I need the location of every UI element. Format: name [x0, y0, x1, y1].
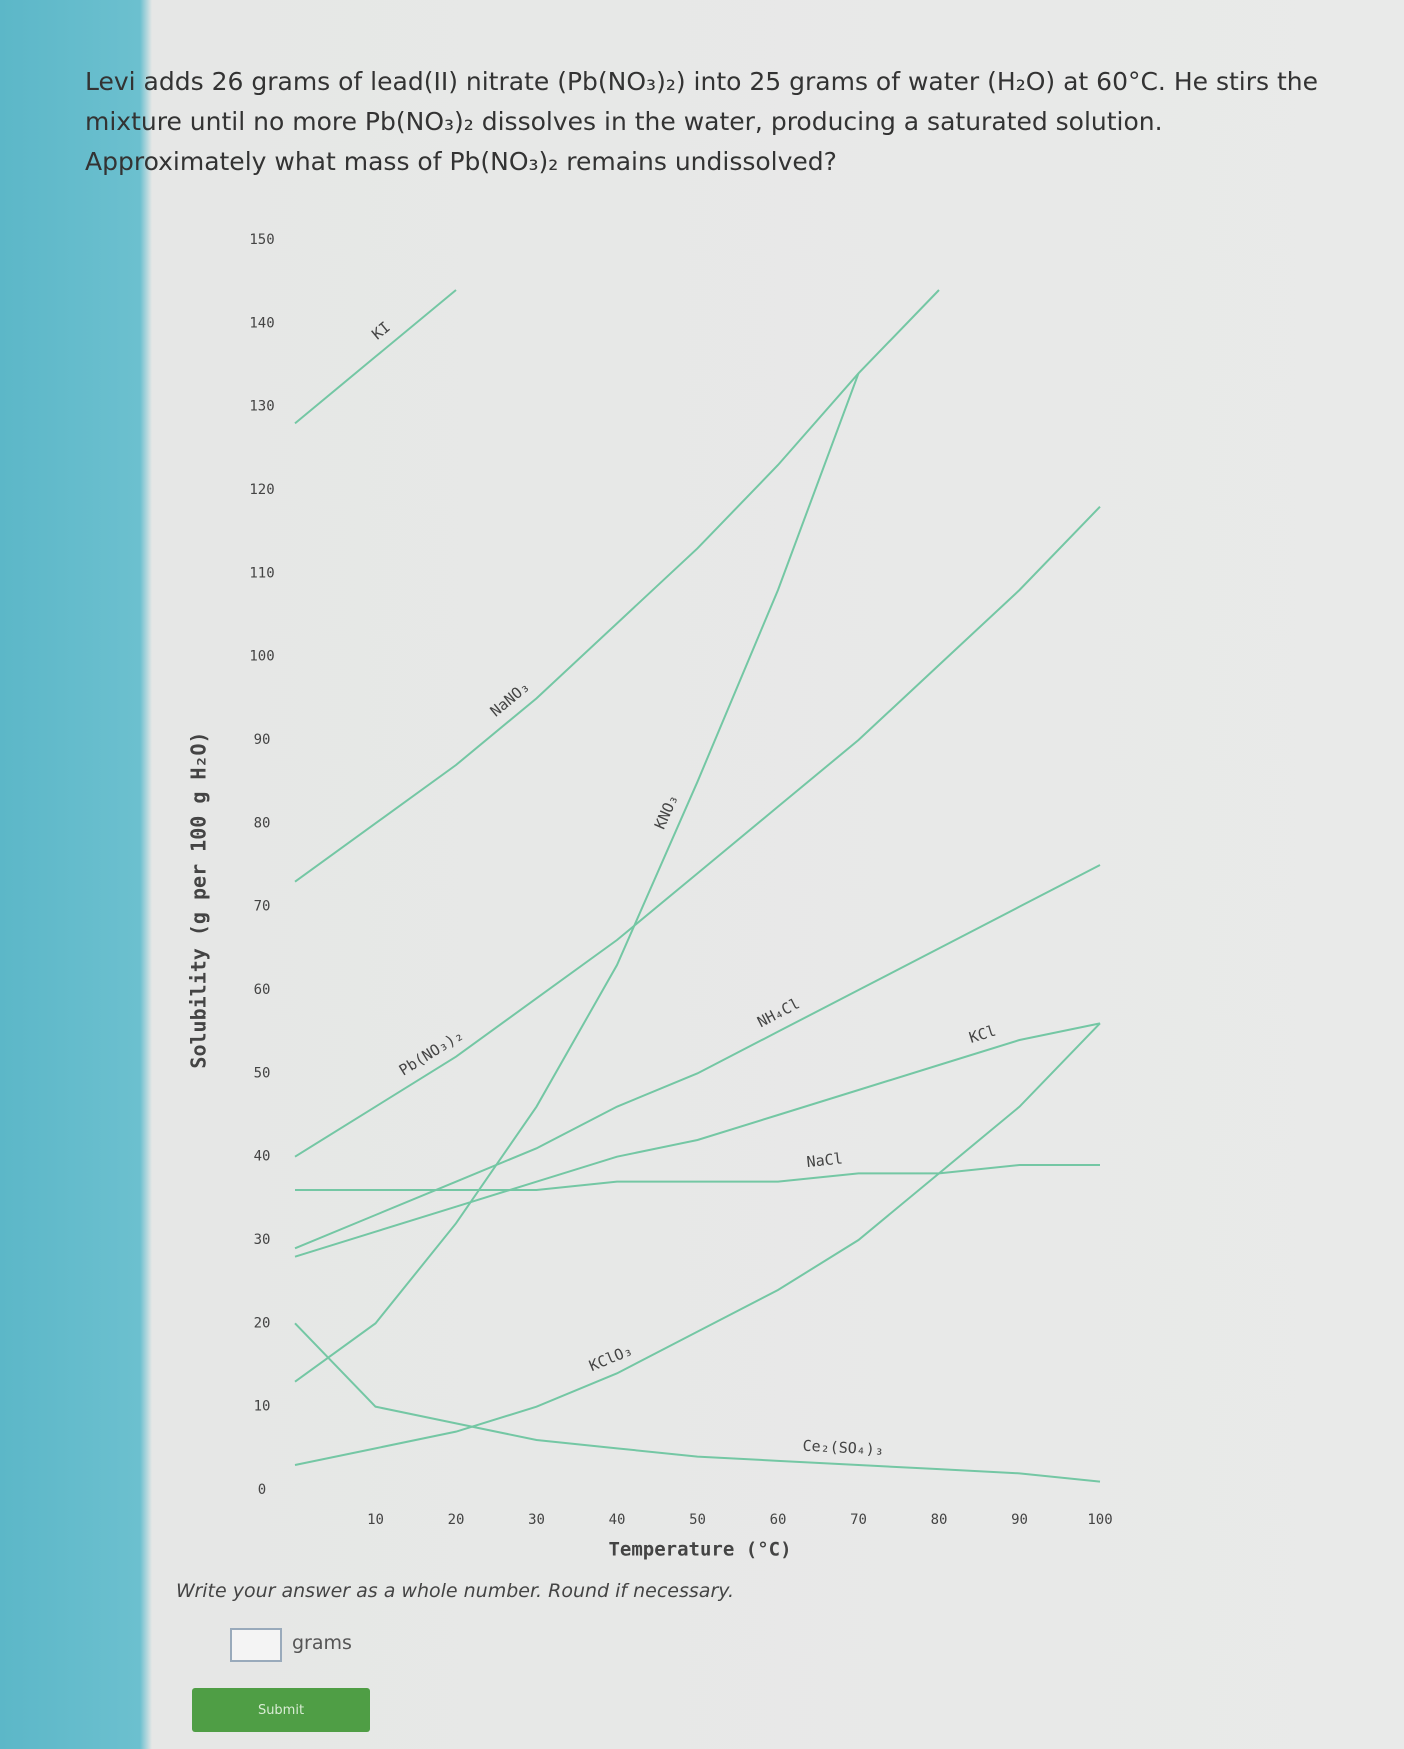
- y-axis-label: Solubility (g per 100 g H₂O): [187, 731, 211, 1068]
- y-tick-label: 20: [254, 1315, 271, 1331]
- y-tick-label: 150: [249, 232, 274, 248]
- y-tick-label: 130: [249, 399, 274, 415]
- series-line: [295, 1164, 1100, 1191]
- y-tick-label: 30: [254, 1232, 271, 1248]
- x-tick-label: 20: [448, 1512, 465, 1528]
- y-tick-label: 60: [254, 982, 271, 998]
- y-tick-label: 50: [254, 1065, 271, 1081]
- series-line: [294, 1022, 1101, 1258]
- series-line: [294, 289, 940, 883]
- series-label: NaCl: [806, 1149, 844, 1171]
- x-tick-label: 90: [1011, 1512, 1028, 1528]
- series-label: NH₄Cl: [754, 994, 802, 1031]
- series-line: [294, 1022, 1101, 1466]
- series-line: [294, 864, 1101, 1250]
- instruction: Write your answer as a whole number. Rou…: [176, 1580, 735, 1602]
- series-line: [294, 505, 1101, 1158]
- series-label: NaNO₃: [487, 678, 533, 721]
- x-tick-label: 10: [367, 1512, 384, 1528]
- x-tick-label: 70: [850, 1512, 867, 1528]
- question-text: Levi adds 26 grams of lead(II) nitrate (…: [85, 67, 1319, 176]
- series-label: KI: [368, 318, 393, 343]
- y-tick-label: 80: [254, 815, 271, 831]
- y-tick-label: 10: [254, 1399, 271, 1415]
- series-label: KClO₃: [586, 1341, 635, 1375]
- series-label: KCl: [967, 1022, 998, 1047]
- x-tick-label: 80: [931, 1512, 948, 1528]
- answer-input[interactable]: [230, 1628, 282, 1662]
- y-tick-label: 70: [254, 899, 271, 915]
- x-axis-label: Temperature (°C): [608, 1539, 791, 1561]
- y-tick-label: 40: [254, 1149, 271, 1165]
- x-tick-label: 50: [689, 1512, 706, 1528]
- x-tick-label: 100: [1087, 1512, 1112, 1528]
- x-tick-label: 60: [770, 1512, 787, 1528]
- y-tick-label: 0: [258, 1482, 266, 1498]
- answer-unit: grams: [292, 1632, 352, 1654]
- y-tick-label: 140: [249, 315, 274, 331]
- submit-button[interactable]: Submit: [192, 1688, 370, 1732]
- y-tick-label: 110: [249, 565, 274, 581]
- x-tick-label: 30: [528, 1512, 545, 1528]
- y-tick-label: 120: [249, 482, 274, 498]
- series-label: Ce₂(SO₄)₃: [802, 1437, 884, 1459]
- series-line: [294, 372, 860, 1383]
- y-tick-label: 90: [254, 732, 271, 748]
- x-tick-label: 40: [609, 1512, 626, 1528]
- y-tick-label: 100: [249, 649, 274, 665]
- series-line: [294, 289, 457, 425]
- series-line: [294, 1322, 1101, 1483]
